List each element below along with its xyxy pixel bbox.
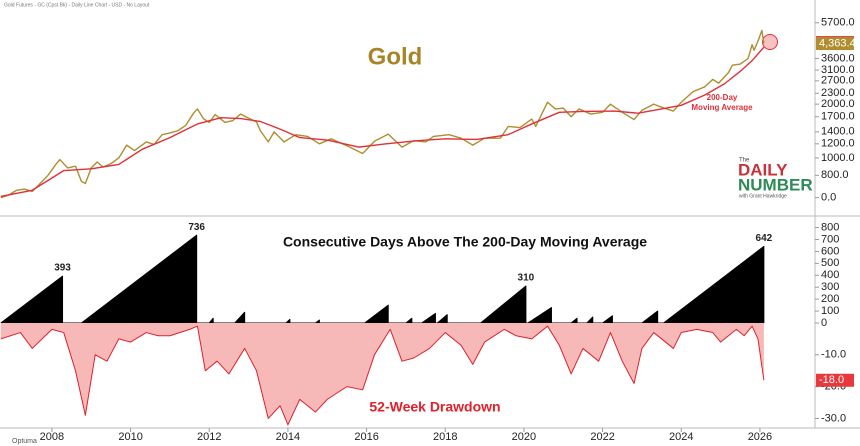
highlight-circle [762, 34, 778, 50]
x-tick-label: 2010 [118, 431, 142, 443]
y-tick-label: 3100.0 [821, 64, 855, 76]
line [0, 46, 765, 198]
area-line [0, 325, 765, 426]
x-tick-label: 2022 [590, 431, 614, 443]
y-tick-label: 300 [821, 281, 839, 293]
x-tick-label: 2024 [669, 431, 693, 443]
logo-byline: with Grant Hawkridge [739, 193, 787, 199]
y-tick-label: 700 [821, 233, 839, 245]
y-tick-label: 1700.0 [821, 111, 855, 123]
logo-lead: The [739, 158, 750, 164]
y-tick-label: 2700.0 [821, 75, 855, 87]
price-tag-label: 4,363.4 [819, 37, 856, 49]
x-tick-label: 2020 [512, 431, 536, 443]
logo-line1: DAILY [738, 160, 788, 179]
y-tick-label: -10.0 [821, 349, 846, 361]
y-tick-label: 0 [821, 317, 827, 329]
y-tick-label: 800 [821, 221, 839, 233]
y-tick-label: 2000.0 [821, 98, 855, 110]
annotation: Moving Average [691, 103, 753, 112]
y-tick-label: 600 [821, 245, 839, 257]
y-tick-label: 100 [821, 305, 839, 317]
y-tick-label: 1400.0 [821, 126, 855, 138]
x-tick-label: 2026 [748, 431, 772, 443]
footer: Optuma [12, 438, 37, 445]
area-fill [0, 323, 764, 425]
data-label: 310 [518, 273, 535, 284]
x-tick-label: 2018 [433, 431, 457, 443]
x-tick-label: 2016 [354, 431, 378, 443]
y-tick-label: 1200.0 [821, 138, 855, 150]
y-tick-label: 1000.0 [821, 152, 855, 164]
y-tick-label: 5700.0 [821, 17, 855, 29]
x-tick-label: 2012 [197, 431, 221, 443]
y-tick-label: 3600.0 [821, 52, 855, 64]
x-tick-label: 2008 [40, 431, 64, 443]
panel-title: Gold [368, 43, 423, 70]
data-label: 736 [188, 222, 205, 233]
data-label: 393 [54, 263, 71, 274]
panel-title: 52-Week Drawdown [369, 399, 500, 415]
panel-title: Consecutive Days Above The 200-Day Movin… [283, 234, 647, 250]
y-tick-label: 0.0 [821, 192, 836, 204]
annotation: 200-Day [707, 93, 738, 102]
y-tick-label: 500 [821, 257, 839, 269]
x-tick-label: 2014 [276, 431, 300, 443]
logo-line2: NUMBER [738, 175, 813, 194]
y-tick-label: -30.0 [821, 412, 846, 424]
y-tick-label: 800.0 [821, 169, 849, 181]
data-label: 642 [756, 233, 773, 244]
price-tag [816, 37, 854, 51]
y-tick-label: 400 [821, 269, 839, 281]
area-fill [0, 235, 764, 323]
header: Gold Futures - GC (Cpst.Bk) - Daily Line… [4, 2, 150, 8]
price-tag-label: -18.0 [819, 374, 844, 386]
y-tick-label: 2300.0 [821, 87, 855, 99]
price-tag [816, 373, 854, 387]
y-tick-label: 200 [821, 293, 839, 305]
